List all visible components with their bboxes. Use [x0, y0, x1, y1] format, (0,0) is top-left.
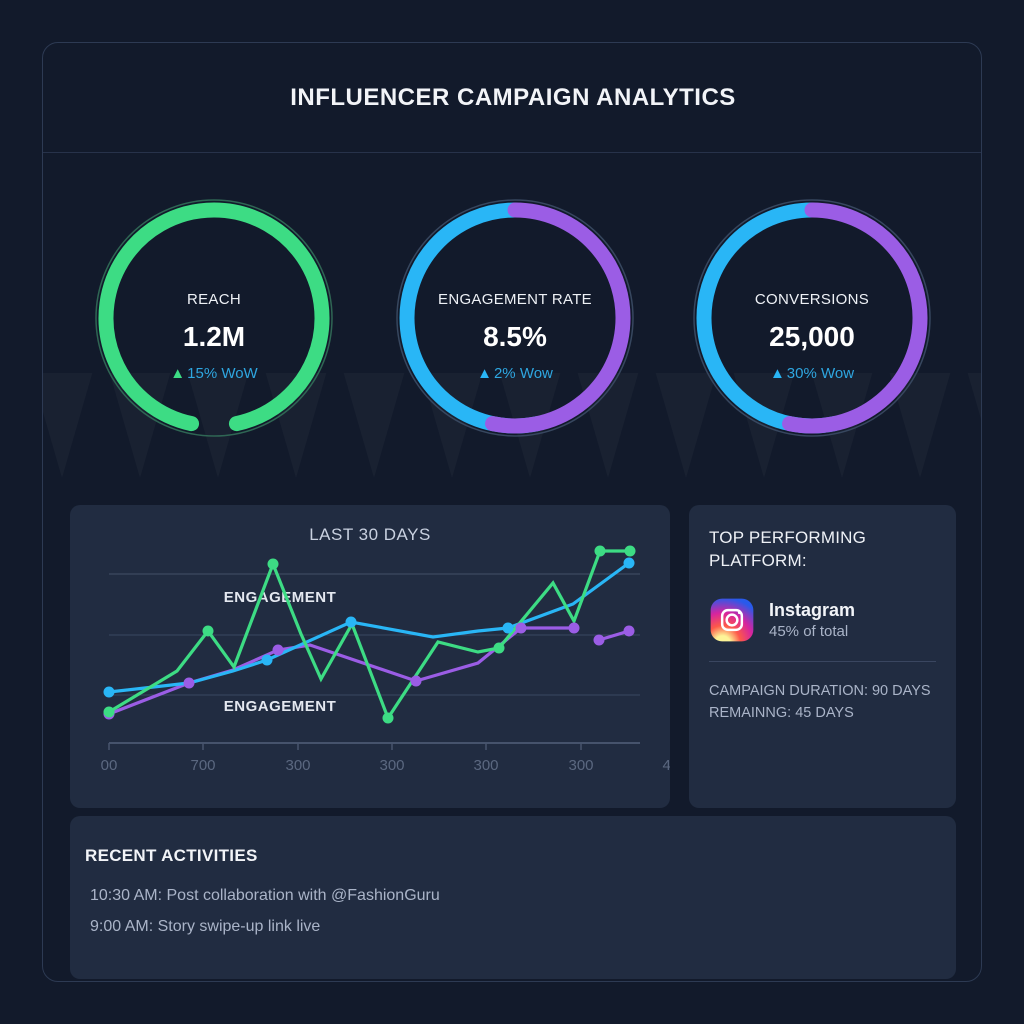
svg-text:300: 300	[568, 757, 593, 774]
svg-text:300: 300	[379, 757, 404, 774]
svg-text:700: 700	[190, 757, 215, 774]
svg-text:400: 400	[662, 757, 670, 774]
svg-text:00: 00	[101, 757, 118, 774]
svg-text:300: 300	[285, 757, 310, 774]
svg-text:300: 300	[473, 757, 498, 774]
